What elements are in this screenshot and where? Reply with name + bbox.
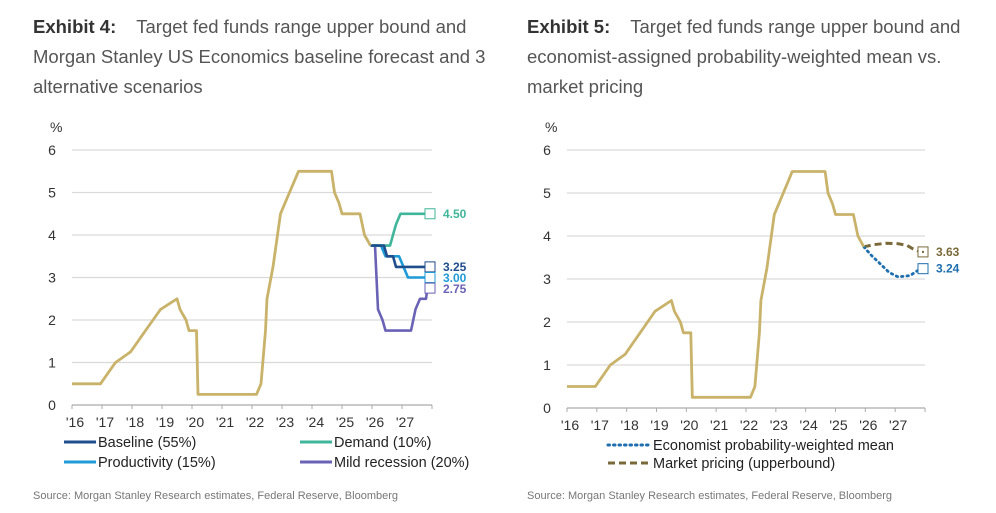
legend-label: Mild recession (20%)	[334, 455, 469, 471]
end-marker	[424, 261, 436, 273]
legend-item: Economist probability-weighted mean	[606, 438, 894, 454]
y-tick-label: 0	[48, 397, 56, 413]
legend-label: Productivity (15%)	[98, 455, 216, 471]
y-tick-label: 5	[48, 185, 56, 201]
end-value-label: 3.00	[443, 271, 467, 285]
x-tick-label: '25	[829, 417, 847, 433]
legend-item: Market pricing (upperbound)	[608, 456, 835, 472]
end-value-label: 3.25	[443, 260, 467, 274]
x-tick-label: '23	[276, 414, 294, 430]
chart-5: % 0 1 2 3 4 5 6 '16 '17 '18 '19 '20 '21 '22 '23 '24 '25 '2…	[543, 119, 960, 472]
y-tick-label: 4	[48, 227, 56, 243]
x-tick-label: '27	[396, 414, 414, 430]
y-tick-label: 1	[543, 357, 551, 373]
exhibit-4-title: Exhibit 4: Target fed funds range upper b…	[33, 12, 498, 102]
end-marker-dot	[922, 250, 924, 253]
legend-label: Economist probability-weighted mean	[653, 438, 894, 454]
end-value-label: 2.75	[443, 282, 467, 296]
exhibit-5-title-text: Target fed funds range upper bound and e…	[527, 16, 961, 97]
y-axis-unit-label: %	[545, 119, 557, 135]
y-tick-label: 6	[543, 142, 551, 158]
end-value-label: 3.24	[936, 262, 960, 276]
y-tick-label: 1	[48, 355, 56, 371]
x-tick-label: '26	[859, 417, 877, 433]
y-tick-label: 5	[543, 185, 551, 201]
series-line-productivity	[370, 244, 428, 279]
y-tick-label: 6	[48, 142, 56, 158]
end-marker	[424, 282, 436, 294]
x-tick-label: '16	[66, 414, 84, 430]
y-tick-label: 4	[543, 228, 551, 244]
x-tick-label: '17	[96, 414, 114, 430]
x-tick-label: '22	[246, 414, 264, 430]
legend-label: Baseline (55%)	[98, 435, 196, 451]
legend-label: Demand (10%)	[334, 435, 432, 451]
x-tick-label: '16	[561, 417, 579, 433]
x-tick-label: '21	[710, 417, 728, 433]
exhibit-4-title-text: Target fed funds range upper bound and M…	[33, 16, 486, 97]
legend-label: Market pricing (upperbound)	[653, 456, 835, 472]
series-line-demand	[370, 212, 428, 247]
chart-4: % 0 1 2 3 4 5 6 '16 '17 '18 '19 '20 '21 '22 '23 '24 '25 '2…	[48, 119, 469, 471]
legend-item: Demand (10%)	[300, 435, 432, 451]
end-marker	[424, 208, 436, 220]
y-tick-label: 2	[48, 312, 56, 328]
history-line	[72, 169, 372, 396]
x-tick-label: '19	[650, 417, 668, 433]
x-tick-label: '24	[306, 414, 324, 430]
x-tick-label: '19	[156, 414, 174, 430]
x-tick-label: '20	[680, 417, 698, 433]
y-tick-label: 2	[543, 314, 551, 330]
series-line-economist-probability-weighted-mean	[862, 245, 922, 279]
series-line-baseline	[370, 244, 428, 269]
y-tick-label: 0	[543, 400, 551, 416]
exhibit-5-source: Source: Morgan Stanley Research estimate…	[527, 490, 893, 502]
exhibit-4-label: Exhibit 4:	[33, 16, 117, 37]
series-line-market-pricing-upperbound	[863, 241, 922, 254]
x-tick-label: '18	[126, 414, 144, 430]
x-tick-label: '18	[621, 417, 639, 433]
x-tick-label: '27	[889, 417, 907, 433]
x-tick-label: '22	[740, 417, 758, 433]
end-marker	[424, 272, 436, 283]
y-tick-label: 3	[543, 271, 551, 287]
y-tick-label: 3	[48, 270, 56, 286]
end-value-label: 3.63	[936, 245, 960, 259]
legend-item: Productivity (15%)	[64, 455, 216, 471]
legend-item: Mild recession (20%)	[300, 455, 469, 471]
x-tick-label: '24	[800, 417, 818, 433]
end-marker	[917, 263, 929, 275]
end-value-label: 4.50	[443, 207, 467, 221]
x-tick-label: '20	[186, 414, 204, 430]
x-tick-label: '25	[336, 414, 354, 430]
x-tick-label: '26	[366, 414, 384, 430]
legend-item: Baseline (55%)	[64, 435, 196, 451]
y-axis-unit-label: %	[50, 119, 62, 135]
exhibit-4-source: Source: Morgan Stanley Research estimate…	[33, 490, 399, 502]
x-tick-label: '21	[216, 414, 234, 430]
series-line-mild-recession	[370, 244, 429, 332]
x-tick-label: '23	[770, 417, 788, 433]
exhibit-5-title: Exhibit 5: Target fed funds range upper b…	[527, 12, 992, 102]
history-line	[567, 170, 866, 399]
exhibit-5-label: Exhibit 5:	[527, 16, 611, 37]
x-tick-label: '17	[591, 417, 609, 433]
